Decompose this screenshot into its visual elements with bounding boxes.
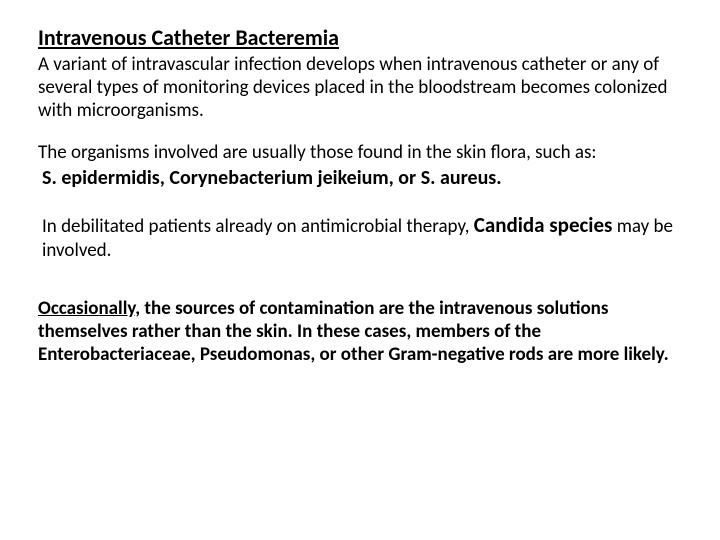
candida-pre-text: In debilitated patients already on antim… — [42, 215, 474, 238]
paragraph-organisms-lead: The organisms involved are usually those… — [38, 141, 682, 164]
paragraph-candida: In debilitated patients already on antim… — [38, 212, 682, 263]
paragraph-final: Occasionally, the sources of contaminati… — [38, 297, 682, 367]
candida-species-strong: Candida species — [474, 212, 613, 238]
slide-title: Intravenous Catheter Bacteremia — [38, 24, 682, 51]
final-lead-underline: Occasionally, — [38, 297, 140, 320]
organisms-list: S. epidermidis, Corynebacterium jeikeium… — [38, 166, 682, 190]
paragraph-intro: A variant of intravascular infection dev… — [38, 53, 682, 123]
